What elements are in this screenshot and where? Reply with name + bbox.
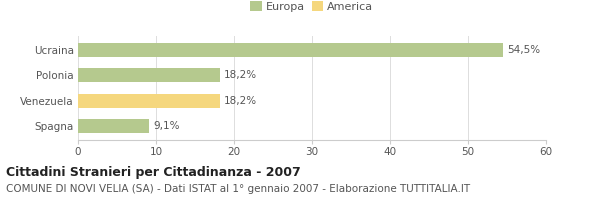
Text: Cittadini Stranieri per Cittadinanza - 2007: Cittadini Stranieri per Cittadinanza - 2… xyxy=(6,166,301,179)
Text: COMUNE DI NOVI VELIA (SA) - Dati ISTAT al 1° gennaio 2007 - Elaborazione TUTTITA: COMUNE DI NOVI VELIA (SA) - Dati ISTAT a… xyxy=(6,184,470,194)
Text: 18,2%: 18,2% xyxy=(224,96,257,106)
Legend: Europa, America: Europa, America xyxy=(250,1,374,12)
Bar xyxy=(78,94,220,108)
Bar xyxy=(78,43,503,57)
Bar xyxy=(78,119,149,133)
Text: 18,2%: 18,2% xyxy=(224,70,257,80)
Bar xyxy=(78,68,220,82)
Text: 9,1%: 9,1% xyxy=(153,121,179,131)
Text: 54,5%: 54,5% xyxy=(507,45,540,55)
